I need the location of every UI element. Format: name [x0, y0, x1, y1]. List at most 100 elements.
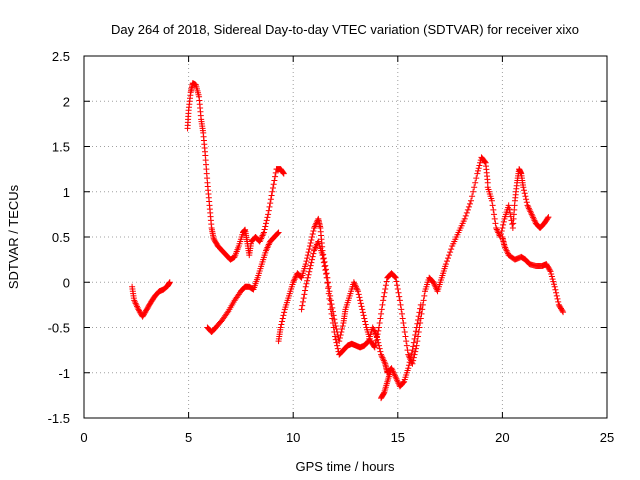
data-point — [325, 283, 332, 290]
data-point — [548, 270, 555, 277]
data-point — [320, 255, 327, 262]
data-point — [268, 192, 275, 199]
data-point — [380, 293, 387, 300]
data-point — [333, 339, 340, 346]
data-point — [361, 315, 368, 322]
data-point — [521, 187, 528, 194]
data-point — [329, 315, 336, 322]
data-point — [553, 292, 560, 299]
y-tick-label: -1.5 — [48, 411, 70, 426]
data-point — [261, 226, 268, 233]
y-tick-label: 1.5 — [52, 140, 70, 155]
data-point — [405, 365, 412, 372]
data-point — [377, 315, 384, 322]
data-point — [399, 315, 406, 322]
data-point — [412, 332, 419, 339]
data-point — [408, 350, 415, 357]
data-point — [374, 336, 381, 343]
data-point — [475, 165, 482, 172]
data-point — [397, 301, 404, 308]
data-point — [394, 286, 401, 293]
data-point — [547, 268, 554, 275]
data-point — [492, 220, 499, 227]
data-point — [332, 336, 339, 343]
data-point — [357, 300, 364, 307]
data-point — [446, 252, 453, 259]
data-point — [359, 309, 366, 316]
y-tick-label: 0 — [63, 275, 70, 290]
data-point — [320, 259, 327, 266]
data-point — [462, 212, 469, 219]
data-point — [376, 319, 383, 326]
data-point — [266, 203, 273, 210]
chart-title: Day 264 of 2018, Sidereal Day-to-day VTE… — [111, 22, 579, 37]
data-point — [491, 215, 498, 222]
data-point — [406, 359, 413, 366]
data-point — [322, 267, 329, 274]
data-point — [304, 252, 311, 259]
x-tick-label: 20 — [495, 430, 509, 445]
y-tick-label: -0.5 — [48, 321, 70, 336]
data-point — [325, 279, 332, 286]
data-point — [412, 348, 419, 355]
data-point — [310, 250, 317, 257]
data-point — [506, 206, 513, 213]
data-point — [413, 324, 420, 331]
grid — [84, 56, 607, 418]
data-point — [375, 324, 382, 331]
y-tick-label: 2 — [63, 94, 70, 109]
data-point — [301, 291, 308, 298]
data-point — [545, 214, 552, 221]
data-point — [469, 193, 476, 200]
data-point — [398, 306, 405, 313]
data-point — [398, 310, 405, 317]
data-point — [299, 302, 306, 309]
data-point — [303, 258, 310, 265]
y-tick-label: -1 — [58, 366, 70, 381]
data-point — [298, 306, 305, 313]
data-point — [400, 319, 407, 326]
data-point — [328, 310, 335, 317]
data-point — [260, 229, 267, 236]
data-point — [412, 328, 419, 335]
data-point — [308, 237, 315, 244]
data-point — [471, 184, 478, 191]
data-point — [371, 344, 378, 351]
data-point — [377, 348, 384, 355]
data-point — [327, 297, 334, 304]
data-point — [500, 221, 507, 228]
data-point — [392, 273, 399, 280]
data-point — [463, 209, 470, 216]
data-point — [381, 289, 388, 296]
data-point — [309, 256, 316, 263]
data-point — [310, 227, 317, 234]
data-point — [560, 309, 567, 316]
data-point — [277, 324, 284, 331]
data-point — [327, 306, 334, 313]
data-point — [330, 324, 337, 331]
y-axis-label: SDTVAR / TECUs — [6, 184, 21, 289]
data-point — [305, 249, 312, 256]
data-point — [280, 169, 287, 176]
data-point — [380, 297, 387, 304]
data-point — [468, 197, 475, 204]
data-point — [410, 343, 417, 350]
data-point — [263, 217, 270, 224]
data-point — [356, 294, 363, 301]
data-point — [304, 274, 311, 281]
data-point — [403, 338, 410, 345]
data-point — [473, 175, 480, 182]
data-point — [327, 301, 334, 308]
data-point — [392, 274, 399, 281]
data-point — [405, 362, 412, 369]
data-point — [272, 169, 279, 176]
data-point — [324, 280, 331, 287]
x-axis-label: GPS time / hours — [296, 459, 395, 474]
data-point — [396, 297, 403, 304]
data-point — [416, 309, 423, 316]
data-point — [507, 209, 514, 216]
data-point — [339, 326, 346, 333]
data-point — [306, 246, 313, 253]
data-point — [305, 271, 312, 278]
data-point — [448, 246, 455, 253]
